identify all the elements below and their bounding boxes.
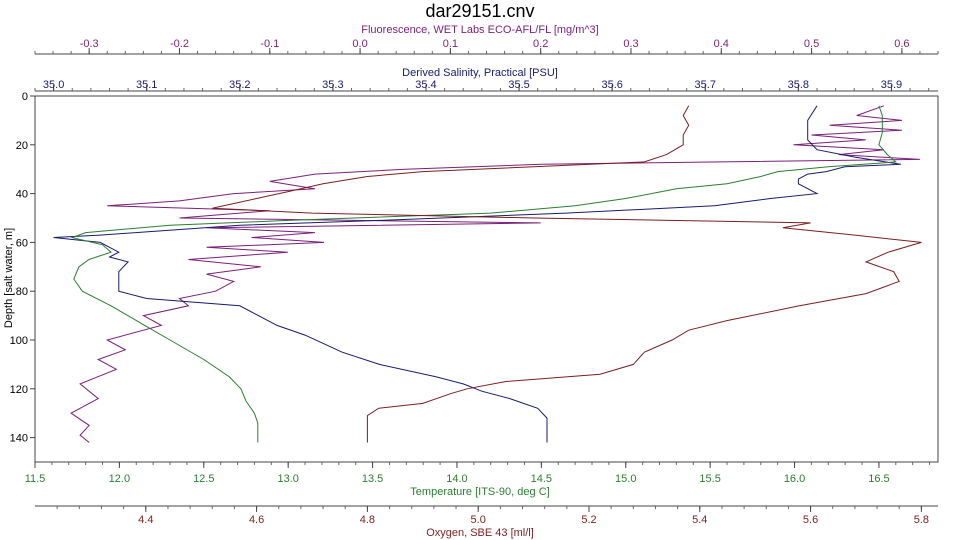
salinity-tick-label: 35.3: [322, 79, 343, 91]
salinity-tick-label: 35.9: [881, 79, 902, 91]
temperature-tick-label: 13.0: [277, 473, 298, 485]
plot-frame: [34, 95, 939, 463]
salinity-tick-label: 35.2: [229, 79, 250, 91]
temperature-tick-label: 16.0: [784, 473, 805, 485]
fluorescence-tick-label: 0.0: [352, 38, 367, 50]
y-tick-label: 80: [16, 286, 28, 298]
temperature-tick-label: 14.5: [531, 473, 552, 485]
fluorescence-profile-line: [70, 105, 920, 443]
fluorescence-tick-label: -0.1: [260, 38, 279, 50]
oxygen-tick-label: 4.8: [360, 514, 375, 526]
oxygen-tick-label: 5.2: [581, 514, 596, 526]
temperature-axis: 11.5 12.0 12.5 13.0 13.5 14.0 14.5 15.0 15.5 16.0…: [25, 461, 938, 498]
temperature-tick-label: 16.5: [868, 473, 889, 485]
oxygen-tick-label: 4.4: [138, 514, 153, 526]
fluorescence-axis-label: Fluorescence, WET Labs ECO-AFL/FL [mg/m^…: [361, 24, 598, 36]
y-axis-label: Depth [salt water, m]: [3, 228, 15, 328]
temperature-tick-label: 13.5: [362, 473, 383, 485]
oxygen-tick-label: 5.8: [914, 514, 929, 526]
salinity-tick-label: 35.8: [788, 79, 809, 91]
oxygen-axis: 4.4 4.6 4.8 5.0 5.2 5.4 5.6 5.8 Oxygen, SBE 43 […: [35, 505, 938, 539]
fluorescence-tick-label: 0.5: [804, 38, 819, 50]
fluorescence-tick-label: 0.4: [714, 38, 729, 50]
chart-title: dar29151.cnv: [425, 1, 534, 21]
y-tick-label: 60: [16, 237, 28, 249]
temperature-tick-label: 11.5: [25, 473, 46, 485]
fluorescence-tick-label: 0.3: [623, 38, 638, 50]
temperature-tick-label: 14.0: [446, 473, 467, 485]
salinity-tick-label: 35.5: [508, 79, 529, 91]
fluorescence-tick-label: 0.2: [533, 38, 548, 50]
y-tick-label: 0: [22, 91, 28, 103]
series-layer: [53, 105, 922, 443]
fluorescence-tick-label: 0.1: [443, 38, 458, 50]
y-tick-label: 140: [10, 433, 28, 445]
y-tick-label: 120: [10, 384, 28, 396]
fluorescence-axis: -0.3 -0.2 -0.1 0.0 0.1 0.2 0.3 0.4 0.5 0.6 Fluores…: [34, 24, 939, 55]
temperature-tick-label: 12.5: [193, 473, 214, 485]
y-tick-label: 40: [16, 189, 28, 201]
y-tick-label: 100: [10, 335, 28, 347]
salinity-axis: 35.0 35.1 35.2 35.3 35.4 35.5 35.6 35.7 35.8 35.9…: [34, 67, 938, 92]
temperature-tick-label: 15.5: [699, 473, 720, 485]
salinity-tick-label: 35.6: [601, 79, 622, 91]
oxygen-tick-label: 5.0: [471, 514, 486, 526]
salinity-tick-label: 35.4: [415, 79, 436, 91]
salinity-profile-line: [53, 105, 901, 443]
fluorescence-tick-label: -0.3: [80, 38, 99, 50]
oxygen-profile-line: [212, 105, 922, 443]
temperature-tick-label: 12.0: [109, 473, 130, 485]
salinity-tick-label: 35.0: [43, 79, 64, 91]
fluorescence-tick-label: 0.6: [894, 38, 909, 50]
salinity-tick-label: 35.1: [136, 79, 157, 91]
oxygen-axis-label: Oxygen, SBE 43 [ml/l]: [426, 527, 534, 539]
temperature-profile-line: [70, 105, 898, 443]
fluorescence-tick-label: -0.2: [170, 38, 189, 50]
temperature-tick-label: 15.0: [615, 473, 636, 485]
salinity-tick-label: 35.7: [695, 79, 716, 91]
oxygen-tick-label: 4.6: [249, 514, 264, 526]
y-tick-label: 20: [16, 140, 28, 152]
salinity-axis-label: Derived Salinity, Practical [PSU]: [402, 67, 558, 79]
oxygen-tick-label: 5.4: [692, 514, 707, 526]
axes-layer: 0 20 40 60 80 100 120 140 -0.3 -0.2 -0.1 0.0 0.1 0.2 0…: [10, 24, 939, 539]
oxygen-tick-label: 5.6: [803, 514, 818, 526]
temperature-axis-label: Temperature [ITS-90, deg C]: [410, 486, 549, 498]
